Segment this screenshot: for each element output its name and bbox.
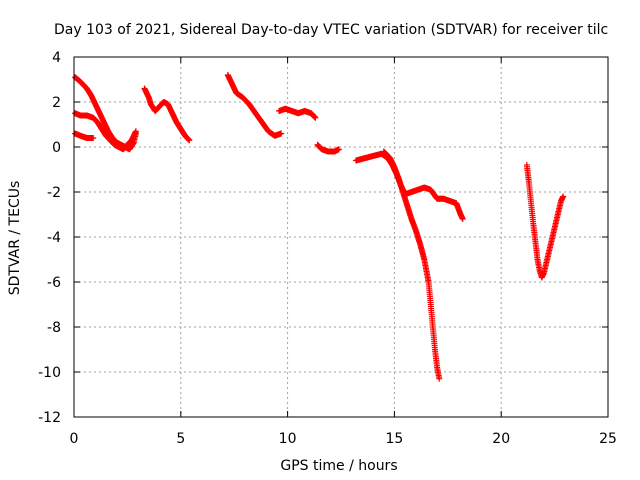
data-points	[72, 72, 567, 382]
y-tick-label: -12	[38, 410, 61, 426]
data-point	[560, 193, 567, 200]
x-axis-label: GPS time / hours	[280, 458, 397, 474]
x-tick-label: 25	[599, 431, 617, 447]
grid-lines	[74, 57, 608, 417]
chart-title: Day 103 of 2021, Sidereal Day-to-day VTE…	[54, 22, 608, 38]
x-tick-label: 0	[70, 431, 79, 447]
plot-frame	[73, 56, 609, 418]
data-point	[335, 146, 342, 153]
y-tick-label: 4	[52, 50, 61, 66]
data-point	[312, 114, 319, 121]
x-tick-label: 20	[492, 431, 510, 447]
data-point	[186, 137, 193, 144]
y-tick-label: -6	[47, 275, 61, 291]
x-tick-label: 10	[279, 431, 297, 447]
data-point	[90, 135, 97, 141]
y-tick-label: -2	[47, 185, 61, 201]
y-tick-label: -4	[47, 230, 61, 246]
y-tick-label: -10	[38, 365, 61, 381]
data-point	[459, 216, 466, 222]
y-axis-label: SDTVAR / TECUs	[7, 181, 23, 296]
y-tick-label: 0	[52, 140, 61, 156]
data-point	[436, 375, 443, 382]
y-tick-label: 2	[52, 95, 61, 111]
y-tick-labels: -12 -10 -8 -6 -4 -2 0 2 4	[38, 50, 61, 426]
x-tick-label: 15	[385, 431, 403, 447]
data-point	[132, 128, 139, 135]
x-tick-labels: 0 5 10 15 20 25	[70, 431, 617, 447]
x-tick-label: 5	[176, 431, 185, 447]
y-tick-label: -8	[47, 320, 61, 336]
data-point	[278, 130, 285, 137]
